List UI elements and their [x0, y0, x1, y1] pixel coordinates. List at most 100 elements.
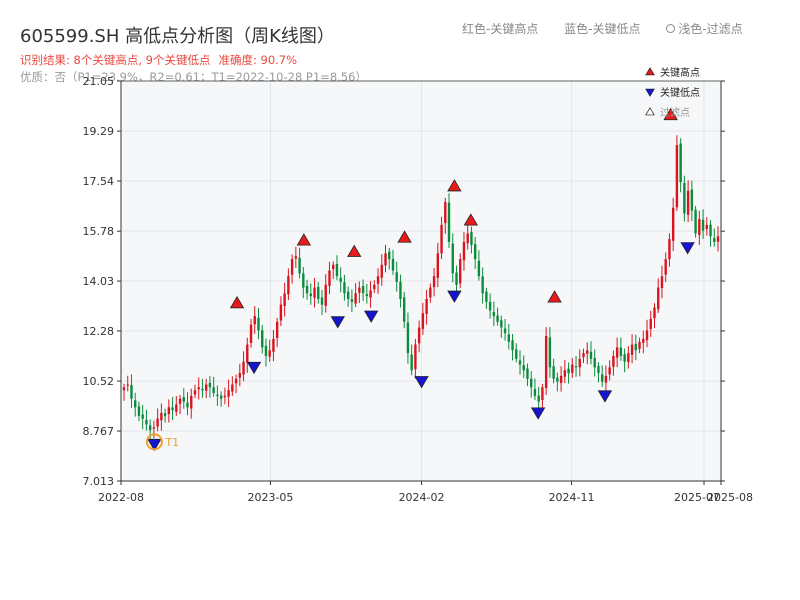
candle-body — [201, 388, 204, 391]
candle-body — [126, 384, 129, 386]
candle-body — [481, 276, 484, 294]
candle-body — [175, 404, 178, 412]
candle-body — [242, 361, 245, 375]
key-low-marker — [414, 376, 429, 389]
candle-body — [216, 394, 219, 396]
candle-body — [361, 286, 365, 294]
y-tick-label: 14.03 — [83, 275, 115, 288]
candle-body — [302, 273, 305, 288]
candle-body — [604, 375, 608, 383]
candle-body — [122, 387, 126, 391]
candle-body — [615, 347, 619, 358]
candle-body — [376, 276, 380, 284]
candle-body — [287, 276, 290, 295]
candle-body — [365, 294, 369, 297]
candle-body — [578, 358, 581, 368]
candle-body — [231, 384, 234, 392]
candle-body — [298, 257, 301, 274]
x-tick-label: 2024-02 — [399, 491, 445, 504]
candle-body — [675, 145, 679, 208]
x-tick-label: 2024-11 — [549, 491, 595, 504]
candle-body — [619, 347, 623, 356]
x-tick-label: 2023-05 — [247, 491, 293, 504]
candle-body — [305, 285, 309, 294]
candle-body — [130, 384, 133, 399]
candle-body — [204, 384, 208, 391]
x-tick-label: 2025-08 — [707, 491, 753, 504]
candle-body — [399, 281, 402, 299]
candle-body — [417, 327, 421, 344]
key-low-marker — [530, 407, 546, 420]
candle-body — [518, 360, 522, 365]
candle-body — [589, 351, 593, 359]
key-low-marker — [330, 316, 345, 329]
candle-body — [507, 334, 510, 342]
key-low-marker — [447, 290, 462, 303]
candle-body — [653, 307, 656, 319]
candle-body — [332, 264, 335, 270]
candle-body — [350, 299, 354, 302]
candle-body — [645, 330, 649, 341]
candle-body — [586, 350, 589, 354]
candle-body — [436, 253, 440, 278]
candle-body — [373, 284, 376, 290]
candle-body — [462, 242, 466, 261]
candle-body — [425, 298, 428, 315]
legend-label: 关键低点 — [660, 86, 700, 99]
candle-body — [671, 207, 675, 241]
candle-body — [608, 367, 611, 375]
candle-body — [134, 400, 137, 408]
candle-body — [679, 143, 682, 183]
candle-body — [152, 427, 156, 429]
candle-body — [313, 287, 316, 298]
candle-body — [290, 259, 294, 275]
candle-body — [630, 344, 634, 355]
candle-body — [212, 387, 215, 394]
candle-body — [477, 260, 481, 277]
key-low-marker — [680, 242, 695, 255]
candle-body — [690, 189, 694, 211]
candle-body — [186, 402, 189, 408]
candle-body — [634, 343, 638, 351]
candle-body — [459, 259, 462, 284]
candle-body — [343, 282, 346, 294]
candle-body — [402, 297, 406, 322]
candle-body — [649, 318, 652, 329]
candle-body — [324, 284, 327, 306]
key-high-marker — [447, 179, 462, 192]
candle-body — [380, 264, 383, 278]
candle-body — [698, 219, 701, 235]
x-ticks: 2022-08 2023-05 2024-02 2024-11 2025-072025-… — [98, 481, 753, 504]
candle-body — [384, 253, 387, 266]
candle-body — [275, 321, 279, 338]
candle-body — [283, 293, 286, 306]
candle-body — [503, 328, 507, 334]
candle-body — [657, 287, 660, 310]
candle-body — [156, 418, 159, 427]
candle-body — [709, 224, 712, 237]
candle-body — [694, 209, 697, 234]
candle-body — [567, 368, 570, 374]
key-low-marker — [363, 310, 379, 323]
candle-body — [406, 322, 410, 354]
key-high-marker — [397, 230, 412, 243]
candle-body — [391, 258, 395, 271]
candle-body — [395, 272, 398, 282]
candle-body — [713, 238, 716, 243]
legend-marker — [645, 107, 655, 116]
candle-body — [160, 412, 163, 421]
y-tick-label: 17.54 — [83, 175, 115, 188]
candle-body — [388, 251, 391, 260]
top-legend: 红色-关键高点 蓝色-关键低点 浅色-过滤点 — [462, 20, 787, 37]
candle-body — [593, 357, 596, 368]
candle-body — [163, 413, 167, 416]
candle-body — [354, 293, 357, 304]
candle-body — [208, 382, 212, 388]
candle-body — [668, 239, 671, 260]
candle-body — [488, 302, 492, 311]
markers: T1 — [145, 107, 695, 452]
y-tick-label: 19.29 — [83, 125, 115, 138]
candle-body — [432, 276, 436, 288]
candle-body — [683, 183, 686, 214]
candle-body — [642, 338, 645, 343]
